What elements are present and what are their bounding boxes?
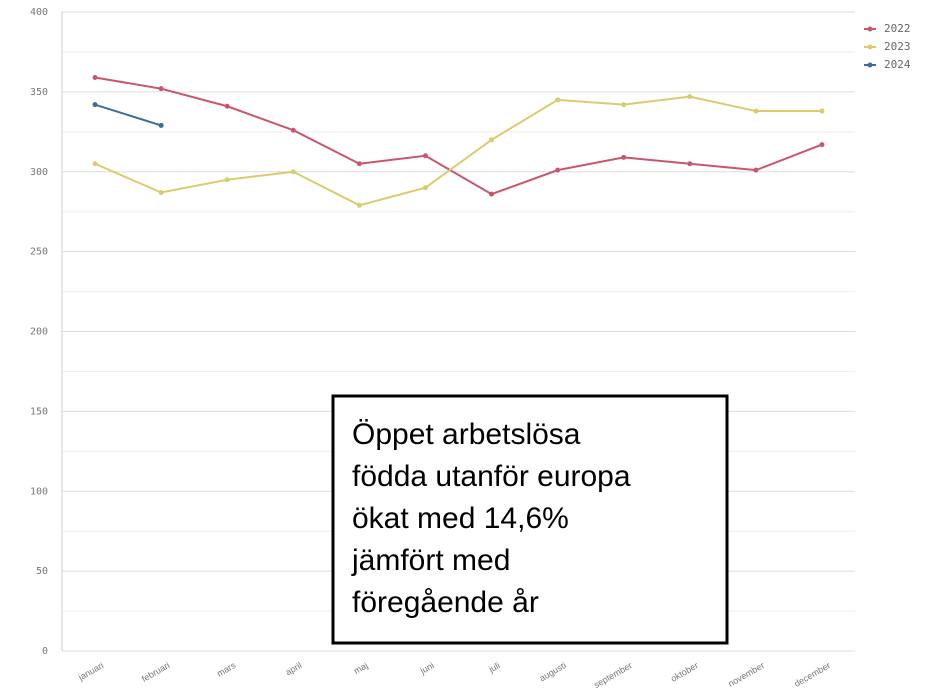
data-point bbox=[753, 167, 759, 173]
y-tick-label: 100 bbox=[30, 486, 48, 497]
data-point bbox=[621, 154, 627, 160]
series-line bbox=[94, 103, 162, 127]
annotation-line: ökat med 14,6% bbox=[352, 502, 569, 535]
x-tick-label: maj bbox=[352, 660, 370, 676]
data-point bbox=[356, 202, 362, 208]
x-tick-label: december bbox=[792, 660, 832, 689]
data-point bbox=[92, 161, 98, 167]
x-tick-label: november bbox=[726, 660, 766, 689]
data-point bbox=[224, 103, 230, 109]
data-point bbox=[753, 108, 759, 114]
legend-label: 2024 bbox=[884, 58, 911, 71]
data-point bbox=[555, 97, 561, 103]
annotation-line: jämfört med bbox=[351, 544, 510, 577]
data-point bbox=[92, 102, 98, 108]
y-tick-label: 150 bbox=[30, 406, 48, 417]
x-tick-label: september bbox=[592, 660, 634, 690]
y-tick-label: 400 bbox=[30, 7, 48, 18]
annotation-line: Öppet arbetslösa bbox=[352, 418, 581, 451]
y-tick-label: 200 bbox=[30, 327, 48, 338]
x-tick-label: april bbox=[284, 660, 304, 677]
y-tick-label: 0 bbox=[42, 646, 48, 657]
data-point bbox=[687, 94, 693, 100]
y-tick-label: 350 bbox=[30, 87, 48, 98]
x-tick-label: juni bbox=[418, 660, 436, 676]
x-tick-label: januari bbox=[76, 660, 105, 683]
series-line bbox=[94, 76, 823, 196]
data-point bbox=[687, 161, 693, 167]
data-point bbox=[422, 153, 428, 159]
legend-label: 2023 bbox=[884, 40, 911, 53]
data-point bbox=[158, 190, 164, 196]
legend-dot bbox=[867, 44, 873, 50]
y-tick-label: 300 bbox=[30, 167, 48, 178]
annotation-line: föregående år bbox=[352, 586, 539, 619]
annotation-line: födda utanför europa bbox=[352, 460, 631, 493]
annotation: Öppet arbetslösa födda utanför europa ökat… bbox=[351, 418, 631, 619]
data-point bbox=[819, 142, 825, 148]
x-tick-label: augusti bbox=[538, 660, 568, 683]
annotation-box bbox=[331, 394, 729, 645]
data-point bbox=[422, 185, 428, 191]
x-tick-label: mars bbox=[215, 660, 238, 679]
data-point bbox=[555, 167, 561, 173]
series-line bbox=[94, 95, 822, 207]
x-tick-label: februari bbox=[140, 660, 171, 684]
data-point bbox=[621, 102, 627, 108]
legend-dot bbox=[867, 62, 873, 68]
data-point bbox=[224, 177, 230, 183]
data-point bbox=[290, 169, 296, 175]
y-tick-label: 250 bbox=[30, 247, 48, 258]
data-point bbox=[290, 127, 296, 133]
data-point bbox=[356, 161, 362, 167]
x-tick-label: oktober bbox=[669, 660, 700, 684]
y-tick-label: 50 bbox=[36, 566, 48, 577]
x-tick-label: juli bbox=[486, 660, 501, 675]
data-point bbox=[489, 191, 495, 197]
legend-label: 2022 bbox=[884, 22, 911, 35]
data-point bbox=[158, 122, 164, 128]
data-point bbox=[158, 86, 164, 92]
data-point bbox=[819, 108, 825, 114]
data-point bbox=[489, 137, 495, 143]
legend-dot bbox=[867, 26, 873, 32]
data-point bbox=[92, 74, 98, 80]
